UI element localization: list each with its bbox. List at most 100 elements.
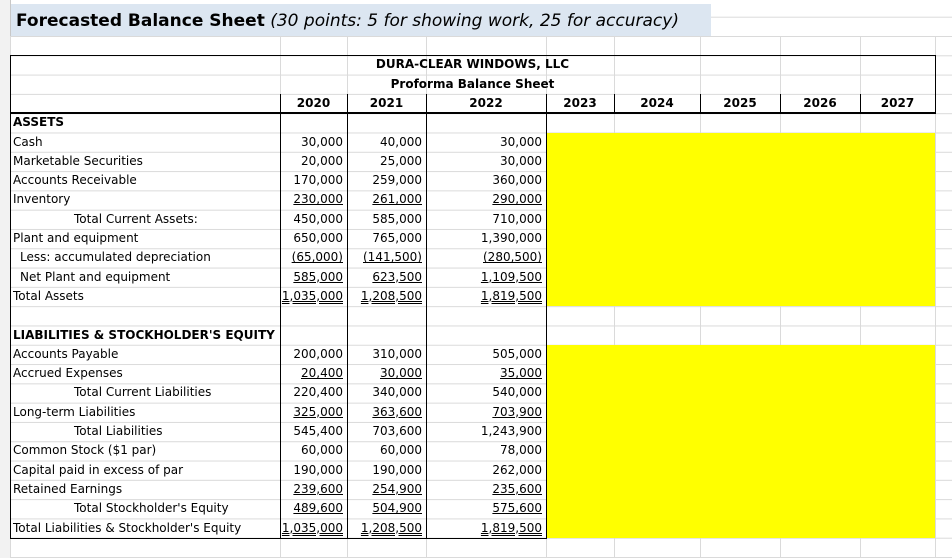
border-line [280,93,281,538]
value-cell: 575,600 [492,501,542,516]
border-line [546,93,547,538]
value-cell: 170,000 [293,173,343,188]
value-cell: 360,000 [492,173,542,188]
value-cell: 1,819,500 [480,288,542,303]
year-header: 2025 [723,95,757,110]
section-heading: LIABILITIES & STOCKHOLDER'S EQUITY [13,327,275,342]
value-cell: 1,243,900 [480,424,542,438]
row-label: Total Current Liabilities [74,385,212,400]
value-cell: 703,600 [372,424,422,438]
sheet-title: Forecasted Balance Sheet (30 points: 5 f… [16,8,679,34]
value-cell: 78,000 [500,443,542,458]
row-label: Cash [13,134,43,149]
value-cell: 220,400 [293,385,343,400]
value-cell: 489,600 [293,501,343,516]
border-line [614,93,615,114]
year-header: 2023 [563,95,597,110]
value-cell: 540,000 [492,385,542,400]
value-cell: 30,000 [301,134,343,149]
value-cell: 450,000 [293,211,343,226]
row-label: Common Stock ($1 par) [13,443,157,458]
value-cell: 60,000 [380,443,422,458]
value-cell: 190,000 [293,462,343,477]
title: Forecasted Balance Sheet [16,11,265,31]
value-cell: (280,500) [483,250,542,265]
row-label: Marketable Securities [13,153,143,168]
year-row-border [10,113,936,115]
value-cell: 262,000 [492,462,542,477]
value-cell: 20,000 [301,153,343,168]
value-cell: 585,000 [293,269,343,284]
value-cell: 259,000 [372,173,422,188]
title-band [11,4,711,36]
row-label: Total Liabilities [74,424,163,438]
year-header: 2022 [469,95,503,110]
row-label: Net Plant and equipment [20,269,171,284]
row-label: Total Stockholder's Equity [74,501,229,516]
value-cell: 35,000 [500,366,542,381]
value-cell: (141,500) [363,250,422,265]
row-label: Plant and equipment [13,231,139,245]
row-label: Retained Earnings [13,481,123,496]
value-cell: 40,000 [380,134,422,149]
value-cell: 1,109,500 [480,269,542,284]
section-heading: ASSETS [13,115,65,130]
value-cell: 1,035,000 [281,288,343,303]
value-cell: 1,035,000 [281,520,343,535]
value-cell: 290,000 [492,192,542,207]
value-cell: 261,000 [372,192,422,207]
row-label: Accrued Expenses [13,366,123,381]
title-note: (30 points: 5 for showing work, 25 for a… [270,11,679,31]
value-cell: 230,000 [293,192,343,207]
value-cell: 30,000 [500,134,542,149]
row-label: Less: accumulated depreciation [20,250,211,265]
value-cell: 340,000 [372,385,422,400]
row-label: Inventory [13,192,71,207]
row-label: Long-term Liabilities [13,404,136,419]
border-line [780,93,781,114]
year-header: 2021 [369,95,404,110]
border-line [700,93,701,114]
value-cell: 60,000 [301,443,343,458]
value-cell: 650,000 [293,231,343,245]
grid-line [935,36,936,558]
row-label: Total Liabilities & Stockholder's Equity [13,520,242,535]
value-cell: 703,900 [492,404,542,419]
border-line [935,93,936,114]
input-area [547,344,935,538]
border-line [426,93,427,538]
value-cell: 765,000 [372,231,422,245]
value-cell: 710,000 [492,211,542,226]
value-cell: 585,000 [372,211,422,226]
year-header: 2027 [880,95,915,110]
value-cell: 239,600 [293,481,343,496]
value-cell: 1,819,500 [480,520,542,535]
value-cell: 623,500 [372,269,422,284]
border-line [347,93,348,538]
value-cell: 200,000 [293,346,343,361]
value-cell: 505,000 [492,346,542,361]
row-label: Accounts Payable [13,346,119,361]
company-name: DURA-CLEAR WINDOWS, LLC [375,57,570,72]
input-area [547,132,935,307]
row-label: Total Assets [13,288,84,303]
value-cell: 545,400 [293,424,343,438]
value-cell: 310,000 [372,346,422,361]
value-cell: 363,600 [372,404,422,419]
value-cell: 1,390,000 [480,231,542,245]
value-cell: 20,400 [301,366,343,381]
value-cell: 25,000 [380,153,422,168]
year-header: 2024 [640,95,674,110]
value-cell: (65,000) [291,250,343,265]
value-cell: 30,000 [500,153,542,168]
row-label: Capital paid in excess of par [13,462,184,477]
value-cell: 325,000 [293,404,343,419]
value-cell: 1,208,500 [360,520,422,535]
value-cell: 30,000 [380,366,422,381]
border-line [10,55,11,538]
row-label: Total Current Assets: [74,211,198,226]
year-header: 2026 [803,95,837,110]
value-cell: 504,900 [372,501,422,516]
sheet-subtitle: Proforma Balance Sheet [390,76,555,91]
